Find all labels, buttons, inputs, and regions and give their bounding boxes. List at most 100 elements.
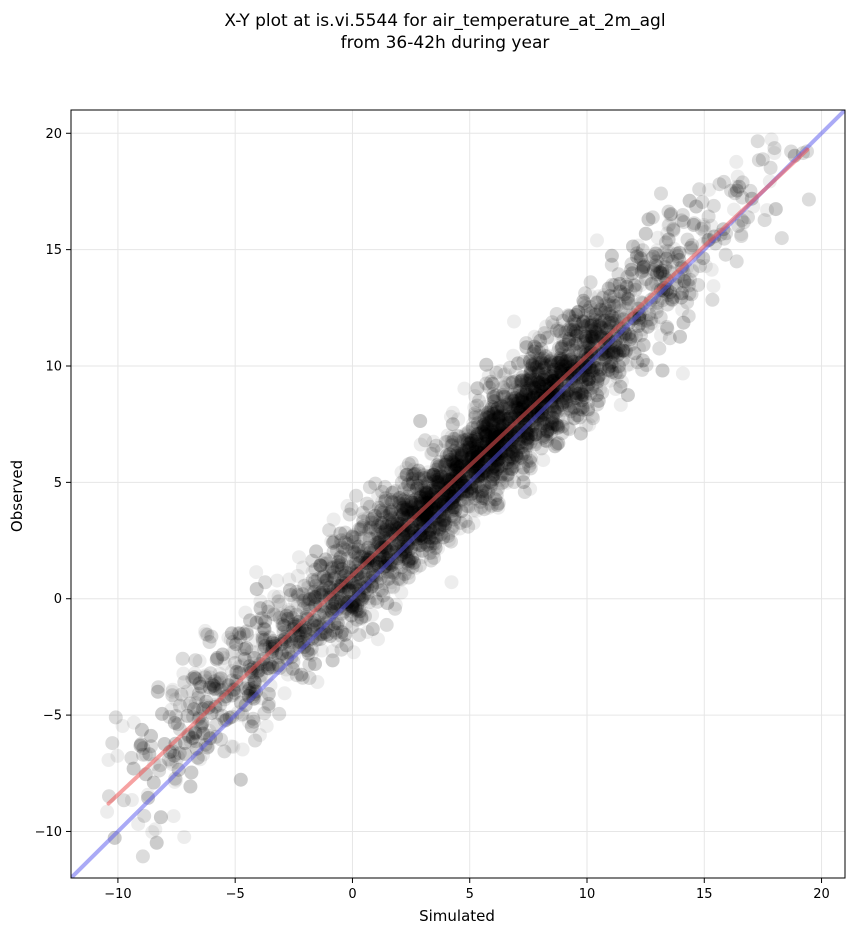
scatter-point bbox=[443, 457, 458, 471]
scatter-point bbox=[581, 404, 596, 419]
scatter-point bbox=[315, 569, 329, 584]
scatter-point bbox=[505, 428, 520, 443]
scatter-point bbox=[330, 634, 345, 649]
scatter-point bbox=[227, 644, 242, 659]
scatter-point bbox=[343, 566, 358, 581]
scatter-point bbox=[561, 402, 576, 417]
scatter-point bbox=[356, 512, 371, 527]
scatter-point bbox=[493, 364, 508, 379]
scatter-point bbox=[217, 744, 232, 759]
scatter-point bbox=[663, 291, 678, 306]
scatter-point bbox=[519, 389, 534, 404]
scatter-point bbox=[185, 684, 200, 699]
scatter-point bbox=[371, 632, 385, 647]
scatter-point bbox=[530, 365, 545, 380]
scatter-point bbox=[301, 594, 316, 609]
scatter-point bbox=[418, 480, 433, 495]
scatter-point bbox=[386, 579, 401, 594]
scatter-point bbox=[386, 520, 401, 534]
scatter-point bbox=[365, 608, 380, 622]
scatter-point bbox=[559, 390, 573, 405]
scatter-point bbox=[567, 313, 582, 328]
scatter-point bbox=[344, 604, 359, 619]
scatter-point bbox=[544, 369, 558, 383]
scatter-point bbox=[566, 327, 581, 342]
scatter-point bbox=[414, 483, 429, 498]
scatter-point bbox=[646, 265, 661, 279]
scatter-point bbox=[432, 489, 447, 504]
scatter-point bbox=[314, 643, 329, 658]
scatter-point bbox=[165, 757, 179, 772]
scatter-point bbox=[704, 262, 719, 277]
scatter-point bbox=[521, 373, 536, 388]
scatter-point bbox=[360, 496, 374, 511]
scatter-point bbox=[443, 409, 458, 424]
scatter-point bbox=[376, 576, 391, 591]
scatter-point bbox=[568, 333, 583, 348]
scatter-point bbox=[523, 435, 538, 450]
scatter-point bbox=[502, 375, 517, 390]
scatter-point bbox=[500, 401, 515, 416]
scatter-point bbox=[453, 488, 468, 503]
scatter-point bbox=[138, 747, 153, 762]
scatter-point bbox=[100, 804, 115, 819]
scatter-point bbox=[383, 503, 398, 518]
scatter-point bbox=[441, 466, 456, 481]
scatter-point bbox=[470, 427, 485, 442]
scatter-point bbox=[105, 736, 120, 751]
scatter-point bbox=[450, 456, 465, 471]
scatter-point bbox=[449, 453, 464, 468]
scatter-point bbox=[477, 420, 492, 435]
scatter-point bbox=[448, 443, 463, 457]
scatter-point bbox=[585, 329, 600, 344]
scatter-point bbox=[449, 440, 464, 455]
scatter-point bbox=[551, 410, 566, 424]
scatter-point bbox=[623, 357, 637, 372]
scatter-point bbox=[398, 498, 413, 512]
scatter-point bbox=[597, 288, 612, 303]
scatter-point bbox=[546, 410, 561, 425]
scatter-point bbox=[409, 476, 423, 491]
scatter-point bbox=[665, 293, 680, 308]
scatter-point bbox=[583, 288, 598, 303]
scatter-point bbox=[472, 426, 487, 441]
scatter-point bbox=[226, 739, 241, 754]
scatter-point bbox=[683, 241, 698, 256]
scatter-point bbox=[618, 295, 633, 310]
scatter-point bbox=[448, 451, 463, 466]
scatter-point bbox=[477, 426, 492, 441]
scatter-point bbox=[520, 381, 535, 396]
scatter-point bbox=[281, 604, 295, 619]
scatter-point bbox=[607, 361, 622, 375]
scatter-point bbox=[401, 561, 416, 576]
scatter-point bbox=[459, 443, 474, 458]
scatter-point bbox=[210, 676, 225, 691]
scatter-point bbox=[256, 635, 270, 650]
scatter-point bbox=[210, 706, 225, 720]
scatter-point bbox=[395, 509, 410, 523]
scatter-point bbox=[323, 553, 338, 568]
scatter-point bbox=[644, 251, 659, 266]
scatter-point bbox=[386, 580, 401, 595]
scatter-point bbox=[521, 438, 536, 453]
scatter-point bbox=[396, 496, 411, 511]
scatter-point bbox=[296, 636, 311, 651]
scatter-point bbox=[477, 419, 492, 434]
scatter-point bbox=[447, 463, 461, 478]
scatter-point bbox=[438, 457, 453, 472]
scatter-point bbox=[493, 472, 508, 487]
scatter-point bbox=[180, 684, 195, 699]
scatter-point bbox=[367, 538, 382, 552]
scatter-point bbox=[354, 612, 369, 627]
scatter-point bbox=[394, 465, 409, 480]
scatter-point bbox=[225, 664, 239, 679]
scatter-point bbox=[418, 489, 432, 504]
scatter-point bbox=[432, 527, 447, 542]
scatter-point bbox=[508, 365, 523, 380]
scatter-point bbox=[450, 466, 464, 481]
scatter-point bbox=[108, 710, 123, 725]
scatter-point bbox=[333, 538, 348, 553]
scatter-point bbox=[577, 309, 592, 323]
scatter-point bbox=[255, 625, 270, 640]
scatter-point bbox=[298, 591, 313, 606]
